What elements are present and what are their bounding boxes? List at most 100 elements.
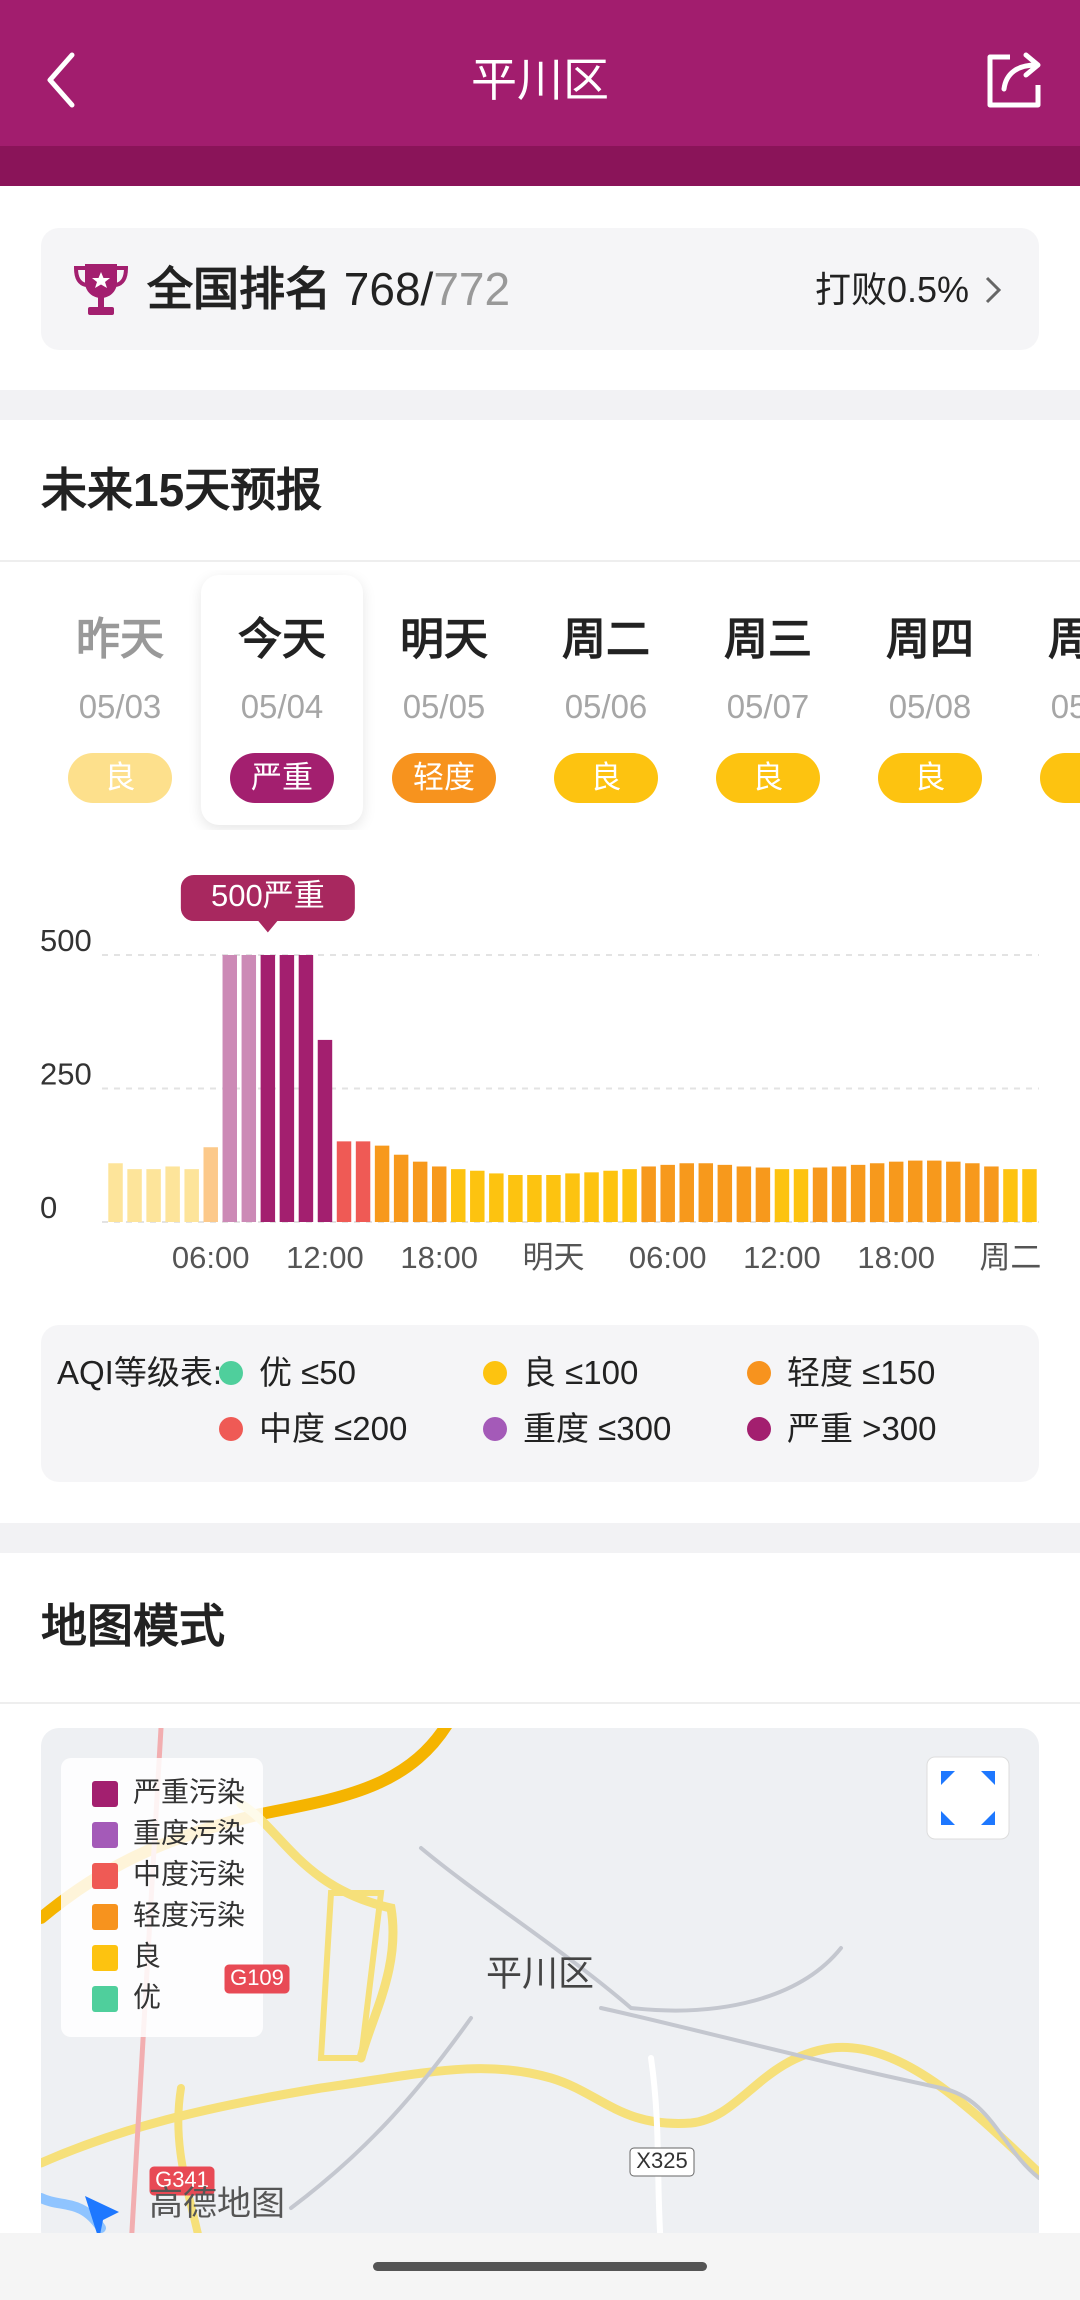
- ranking-card[interactable]: 全国排名 768/772 打败0.5%: [41, 228, 1039, 350]
- legend-dot: [219, 1417, 243, 1441]
- bar: [869, 1163, 885, 1222]
- road-badge: [224, 1964, 290, 1994]
- road-label: G109: [230, 1965, 284, 1990]
- app-bar-band: [0, 146, 1080, 186]
- bar: [546, 1175, 561, 1222]
- y-tick-label: 0: [40, 1190, 57, 1225]
- x-tick-label: 06:00: [629, 1240, 707, 1275]
- bar: [774, 1169, 790, 1222]
- day-tab[interactable]: 周三 05/07 良: [687, 575, 849, 825]
- bar: [679, 1163, 694, 1222]
- x-tick-label: 明天: [522, 1240, 584, 1275]
- day-level: 良: [68, 753, 172, 803]
- day-level: 良: [1040, 753, 1080, 803]
- road-label: X325: [636, 2148, 687, 2173]
- day-name: 明天: [400, 615, 488, 664]
- map-legend-swatch: [92, 1986, 118, 2012]
- bar: [260, 955, 276, 1222]
- bar: [412, 1161, 428, 1222]
- day-level: 轻度: [392, 753, 496, 803]
- home-indicator[interactable]: [373, 2262, 707, 2271]
- x-tick-label: 12:00: [743, 1240, 821, 1275]
- day-date: 05/06: [564, 688, 648, 725]
- map-legend-label: 良: [133, 1940, 161, 1971]
- bar: [641, 1166, 656, 1222]
- day-tab[interactable]: 昨天 05/03 良: [39, 575, 201, 825]
- map-legend-swatch: [92, 1863, 118, 1889]
- day-name: 今天: [238, 615, 326, 664]
- day-tab[interactable]: 今天 05/04 严重: [201, 575, 363, 825]
- bar: [907, 1160, 923, 1222]
- legend-label: 轻度 ≤150: [787, 1354, 936, 1391]
- bar: [317, 1039, 333, 1222]
- day-level: 良: [716, 753, 820, 803]
- day-tab[interactable]: 周五 05/09 良: [1011, 575, 1080, 825]
- back-button[interactable]: [30, 45, 100, 115]
- beat-text: 打败0.5%: [814, 269, 969, 310]
- separator: [0, 390, 1080, 420]
- x-tick-label: 18:00: [400, 1240, 478, 1275]
- section-title: 地图模式: [41, 1600, 225, 1652]
- map-provider: 高德地图: [149, 2185, 285, 2223]
- bar: [108, 1163, 123, 1222]
- bar: [755, 1167, 771, 1222]
- bar: [622, 1169, 637, 1222]
- map-place-label: 平川区: [486, 1953, 594, 1994]
- y-tick-label: 500: [40, 923, 92, 958]
- map-legend-swatch: [92, 1904, 118, 1930]
- bar: [203, 1147, 218, 1222]
- chevron: [985, 276, 1002, 304]
- rank-separator: /: [420, 263, 434, 315]
- legend-label: 严重 >300: [787, 1410, 937, 1447]
- legend-title: AQI等级表:: [57, 1354, 223, 1391]
- bar: [222, 955, 238, 1222]
- bar: [489, 1173, 504, 1222]
- legend-dot: [747, 1361, 771, 1385]
- bar: [355, 1141, 371, 1222]
- day-date: 05/03: [78, 688, 162, 725]
- map-legend-label: 轻度污染: [133, 1899, 245, 1930]
- bar: [927, 1160, 942, 1222]
- bar: [1022, 1169, 1037, 1222]
- legend-label: 优 ≤50: [259, 1354, 356, 1391]
- day-date: 05/05: [402, 688, 486, 725]
- bar: [603, 1170, 618, 1222]
- bar: [451, 1169, 466, 1222]
- x-tick-label: 12:00: [286, 1240, 364, 1275]
- map-legend-swatch: [92, 1945, 118, 1971]
- bar: [470, 1170, 485, 1222]
- map-legend-label: 重度污染: [133, 1817, 245, 1848]
- map-legend-label: 严重污染: [133, 1776, 245, 1807]
- road-badge: [149, 2166, 215, 2196]
- bar: [965, 1163, 980, 1222]
- map-legend-swatch: [92, 1822, 118, 1848]
- rank-line: 全国排名 768/772: [147, 260, 510, 318]
- day-date: 05/09: [1050, 688, 1080, 725]
- day-name: 周三: [724, 615, 812, 664]
- day-tab[interactable]: 明天 05/05 轻度: [363, 575, 525, 825]
- day-level: 良: [554, 753, 658, 803]
- fullscreen-button[interactable]: [926, 1756, 1010, 1840]
- day-name: 周五: [1048, 615, 1080, 664]
- page-title: 平川区: [471, 54, 609, 106]
- day-date: 05/04: [240, 688, 324, 725]
- bar: [184, 1169, 199, 1222]
- map-legend-label: 中度污染: [133, 1858, 245, 1889]
- share-button[interactable]: [980, 45, 1050, 115]
- divider: [0, 560, 1080, 562]
- bar: [698, 1163, 714, 1222]
- bar: [565, 1173, 580, 1222]
- bar: [660, 1164, 675, 1222]
- day-tab[interactable]: 周四 05/08 良: [849, 575, 1011, 825]
- bar: [812, 1167, 828, 1222]
- legend-label: 中度 ≤200: [259, 1410, 408, 1447]
- legend-dot: [219, 1361, 243, 1385]
- bar: [888, 1161, 904, 1222]
- y-tick-label: 250: [40, 1057, 92, 1092]
- bar: [298, 955, 314, 1222]
- legend-label: 重度 ≤300: [523, 1410, 672, 1447]
- day-tab[interactable]: 周二 05/06 良: [525, 575, 687, 825]
